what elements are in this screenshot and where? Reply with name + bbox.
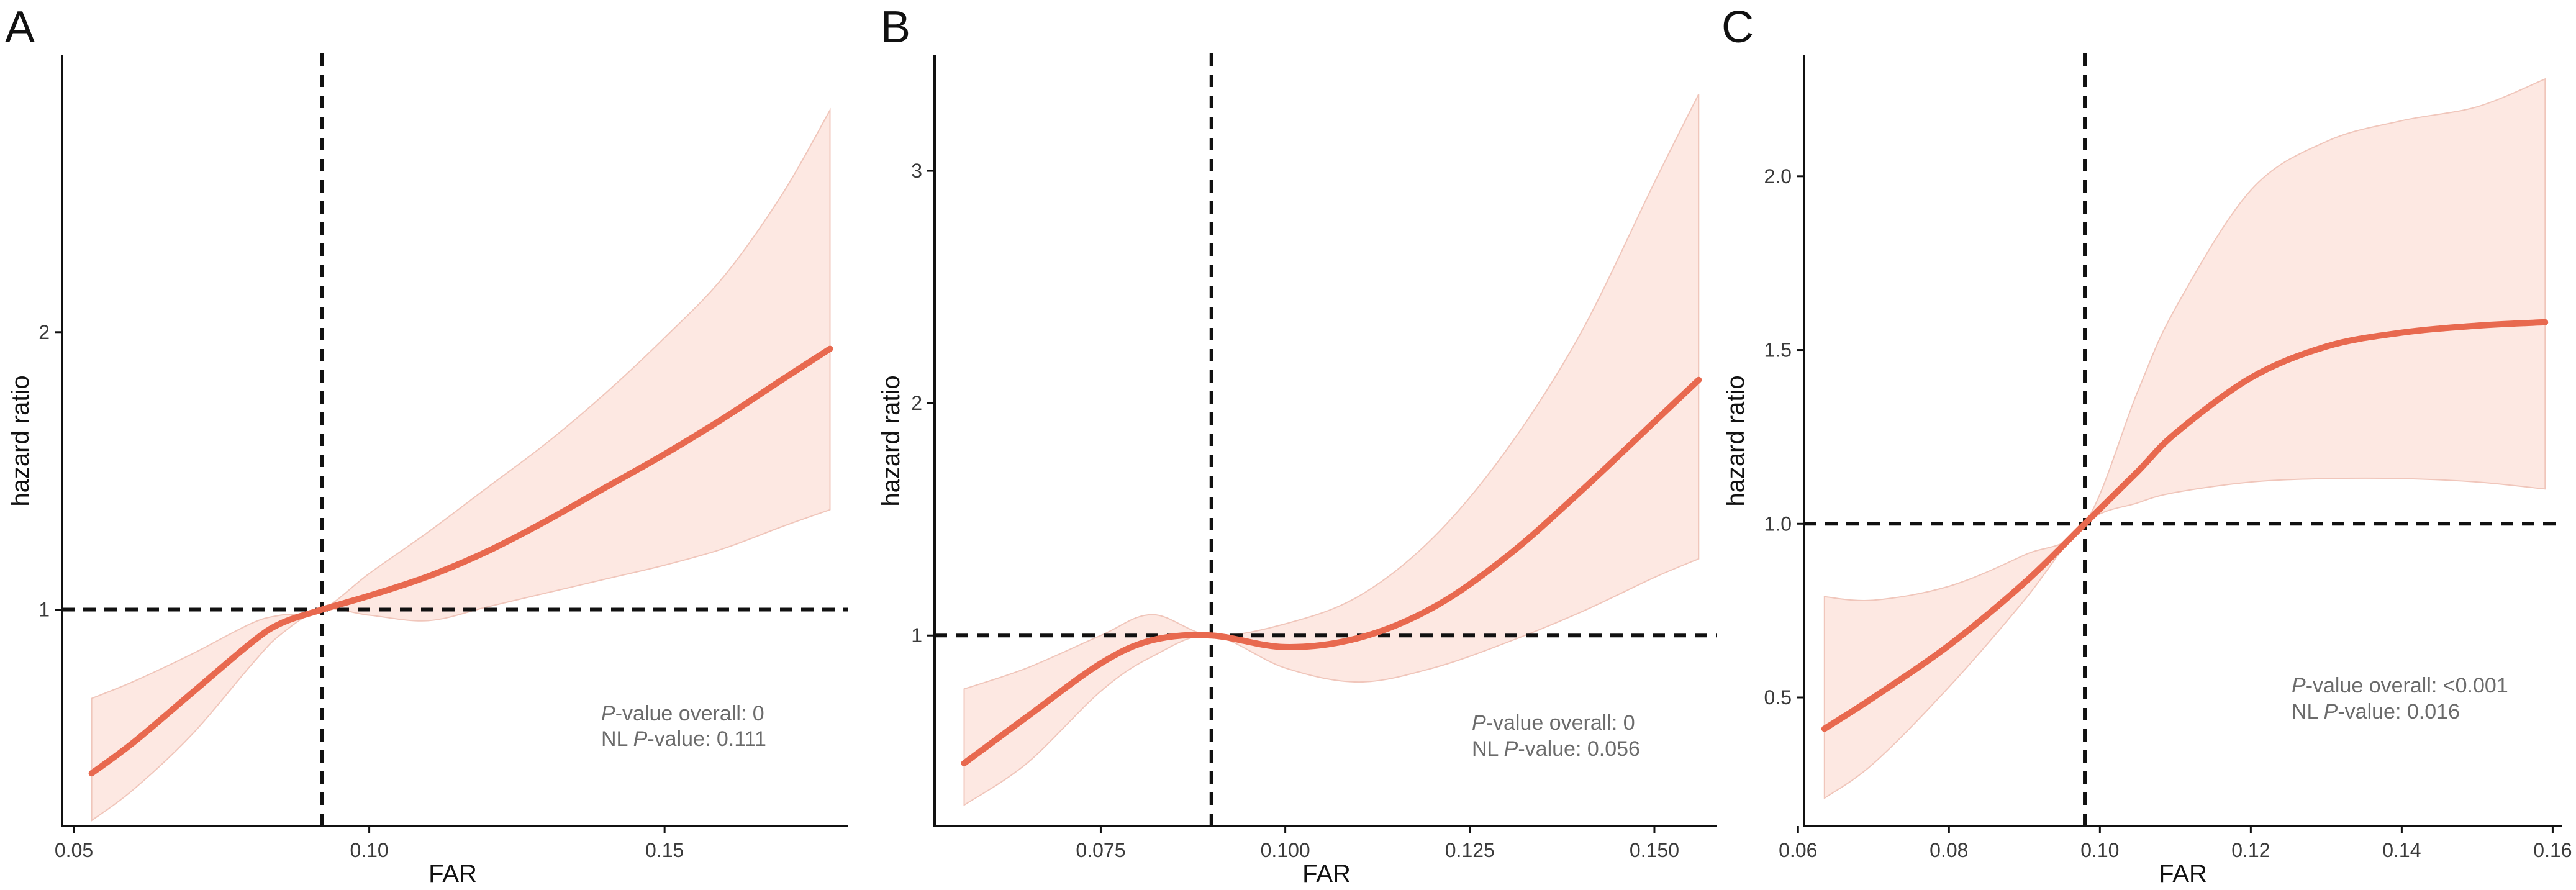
y-tick-label: 1 <box>39 599 50 621</box>
p-value-overall: P-value overall: <0.001 <box>2292 674 2508 697</box>
x-tick-label: 0.16 <box>2533 839 2572 861</box>
hazard-ratio-curve <box>1821 319 2549 732</box>
x-tick-label: 0.08 <box>1930 839 1968 861</box>
x-tick-label: 0.10 <box>350 839 388 861</box>
panel-letter-b: B <box>881 2 910 52</box>
nl-p-value: NL P-value: 0.056 <box>1472 737 1640 761</box>
p-symbol: P <box>2324 700 2338 724</box>
x-tick-label: 0.10 <box>2080 839 2119 861</box>
p-value-overall-text: -value overall: 0 <box>615 702 764 725</box>
confidence-band <box>963 94 1700 807</box>
x-tick-label: 0.12 <box>2231 839 2270 861</box>
p-value-overall: P-value overall: 0 <box>601 702 764 725</box>
x-axis-title: FAR <box>2159 860 2207 888</box>
y-tick-label: 1 <box>911 624 922 647</box>
x-tick-label: 0.06 <box>1779 839 1817 861</box>
p-symbol: P <box>2292 674 2306 697</box>
p-symbol: P <box>1504 737 1518 761</box>
y-tick-label: 2 <box>911 392 922 414</box>
nl-p-value-text: -value: 0.056 <box>1518 737 1640 761</box>
y-tick-label: 2.0 <box>1764 165 1792 188</box>
y-tick-label: 2 <box>39 321 50 343</box>
y-ticks: 1 2 3 <box>911 160 935 647</box>
x-tick-label: 0.100 <box>1261 839 1310 861</box>
panel-letter-a: A <box>5 2 35 52</box>
x-tick-label: 0.125 <box>1445 839 1495 861</box>
x-axis-title: FAR <box>1302 860 1351 888</box>
nl-p-value-text: -value: 0.016 <box>2338 700 2460 724</box>
y-ticks: 1 2 <box>39 321 62 621</box>
p-value-overall-text: -value overall: <0.001 <box>2306 674 2508 697</box>
y-tick-label: 1.5 <box>1764 339 1792 361</box>
nl-prefix: NL <box>1472 737 1504 761</box>
p-value-overall-text: -value overall: 0 <box>1486 711 1635 735</box>
p-symbol: P <box>601 702 615 725</box>
x-ticks: 0.075 0.100 0.125 0.150 <box>1076 826 1679 861</box>
y-axis-title: hazard ratio <box>1722 375 1749 506</box>
x-ticks: 0.05 0.10 0.15 <box>55 826 684 861</box>
p-symbol: P <box>1472 711 1486 735</box>
y-tick-label: 1.0 <box>1764 512 1792 535</box>
panel-b: B 1 2 3 0.075 0.100 0.125 0.150 FAR haza… <box>878 2 1717 888</box>
y-tick-label: 3 <box>911 160 922 182</box>
x-axis-title: FAR <box>429 860 477 888</box>
x-ticks: 0.06 0.08 0.10 0.12 0.14 0.16 <box>1779 826 2572 861</box>
hazard-ratio-curve <box>961 376 1702 766</box>
nl-p-value: NL P-value: 0.016 <box>2292 700 2460 724</box>
nl-p-value-text: -value: 0.111 <box>647 727 766 751</box>
y-axis-title: hazard ratio <box>7 375 34 506</box>
x-tick-label: 0.14 <box>2382 839 2421 861</box>
panel-a: A 1 2 0.05 0.10 0.15 FAR hazard ratio P-… <box>5 2 848 888</box>
nl-prefix: NL <box>2292 700 2324 724</box>
y-axis-title: hazard ratio <box>878 375 905 506</box>
y-ticks: 0.5 1.0 1.5 2.0 <box>1764 165 1804 709</box>
x-tick-label: 0.075 <box>1076 839 1125 861</box>
y-tick-label: 0.5 <box>1764 686 1792 709</box>
panel-c: C 0.5 1.0 1.5 2.0 0.06 0.08 0.10 0.12 <box>1721 2 2572 888</box>
p-symbol: P <box>633 727 648 751</box>
nl-p-value: NL P-value: 0.111 <box>601 727 766 751</box>
nl-prefix: NL <box>601 727 633 751</box>
x-tick-label: 0.15 <box>645 839 684 861</box>
x-tick-label: 0.150 <box>1630 839 1679 861</box>
x-tick-label: 0.05 <box>55 839 93 861</box>
p-value-overall: P-value overall: 0 <box>1472 711 1635 735</box>
hazard-ratio-curve <box>88 345 833 777</box>
panel-letter-c: C <box>1721 2 1754 52</box>
